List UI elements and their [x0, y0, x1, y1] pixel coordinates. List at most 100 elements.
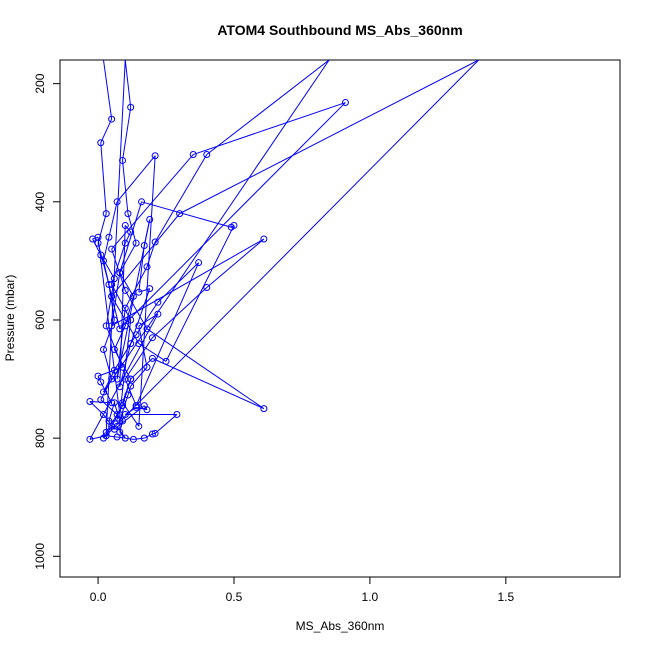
data-point	[129, 435, 137, 443]
data-point	[127, 316, 135, 324]
x-axis: 0.0 0.5 1.0 1.5	[90, 576, 514, 604]
data-point	[113, 375, 121, 383]
series-line-segment	[124, 337, 153, 380]
series-line-segment	[111, 154, 194, 250]
data-point	[146, 285, 154, 293]
data-point	[135, 422, 143, 430]
data-point	[121, 286, 129, 294]
series-line-segment	[130, 288, 151, 344]
series-line-segment	[114, 405, 145, 430]
data-point	[121, 411, 129, 419]
series-line-segment	[124, 290, 148, 330]
data-point	[113, 198, 121, 206]
data-point	[127, 375, 135, 383]
data-point	[143, 263, 151, 271]
data-point	[108, 375, 116, 383]
series-line-segment	[130, 366, 148, 387]
y-tick-label: 1000	[33, 543, 47, 570]
data-point	[113, 411, 121, 419]
data-point	[99, 257, 107, 265]
data-point	[129, 292, 137, 300]
series-line-segment	[102, 60, 113, 120]
series-line-segment	[138, 288, 150, 293]
series-line-segment	[89, 401, 112, 404]
data-point	[132, 331, 140, 339]
series-line-segment	[119, 272, 134, 297]
series-line-segment	[127, 386, 132, 396]
data-point	[189, 151, 197, 159]
data-point	[121, 221, 129, 229]
series-line-segment	[138, 245, 145, 293]
series-line-segment	[119, 394, 129, 421]
y-tick-label: 200	[33, 73, 47, 93]
data-point	[154, 310, 162, 318]
data-point	[110, 275, 118, 283]
series-line-segment	[119, 201, 143, 273]
series-line-segment	[124, 225, 132, 233]
data-point	[97, 251, 105, 259]
data-point	[119, 417, 127, 425]
data-point	[86, 398, 94, 406]
x-tick-label: 1.5	[497, 590, 514, 604]
series-line-segment	[111, 238, 265, 327]
series-line-segment	[111, 284, 132, 321]
data-point	[127, 103, 135, 111]
series-line-segment	[130, 358, 153, 380]
series-points	[86, 99, 349, 443]
data-point	[138, 198, 146, 206]
data-point	[102, 322, 110, 330]
series-line-segment	[111, 296, 121, 329]
data-point	[151, 238, 159, 246]
data-point	[260, 405, 268, 413]
series-line-segment	[146, 328, 265, 410]
data-point	[113, 422, 121, 430]
series-line-segment	[122, 160, 129, 214]
series-line-segment	[138, 155, 156, 427]
data-point	[110, 346, 118, 354]
series-line-segment	[127, 213, 137, 244]
data-point	[121, 239, 129, 247]
data-point	[121, 322, 129, 330]
data-point	[127, 340, 135, 348]
series-line-segment	[152, 432, 156, 435]
series-line-segment	[103, 60, 330, 393]
data-point	[110, 316, 118, 324]
data-point	[94, 372, 102, 380]
data-point	[140, 434, 148, 442]
series-line-segment	[119, 102, 346, 330]
series-line-segment	[122, 107, 132, 161]
series-line-segment	[144, 433, 153, 439]
data-point	[116, 416, 124, 424]
data-point	[135, 340, 143, 348]
x-tick-label: 0.0	[90, 590, 107, 604]
y-tick-label: 800	[33, 428, 47, 448]
data-point	[148, 430, 156, 438]
series-line-segment	[116, 155, 156, 203]
data-point	[173, 411, 181, 419]
y-tick-label: 600	[33, 310, 47, 330]
data-point	[260, 235, 268, 243]
data-point	[203, 283, 211, 291]
series-line-segment	[116, 426, 126, 439]
data-point	[143, 325, 151, 333]
series-line-segment	[97, 213, 107, 244]
series-line-segment	[138, 325, 148, 368]
data-point	[135, 288, 143, 296]
plot-frame	[59, 59, 621, 578]
series-line-segment	[106, 435, 118, 438]
data-point	[108, 399, 116, 407]
series-line-segment	[138, 313, 159, 327]
data-point	[119, 363, 127, 371]
x-tick-label: 1.0	[362, 590, 379, 604]
data-point	[203, 151, 211, 159]
series-line-segment	[135, 262, 200, 406]
series-line-segment	[141, 201, 232, 228]
series-line-segment	[103, 260, 113, 297]
y-axis: 200 400 600 800 1000	[33, 73, 61, 570]
series-line-segment	[100, 254, 115, 279]
y-tick-label: 400	[33, 191, 47, 211]
series-line-segment	[206, 238, 265, 288]
series-line-segment	[206, 60, 330, 155]
data-point	[99, 346, 107, 354]
